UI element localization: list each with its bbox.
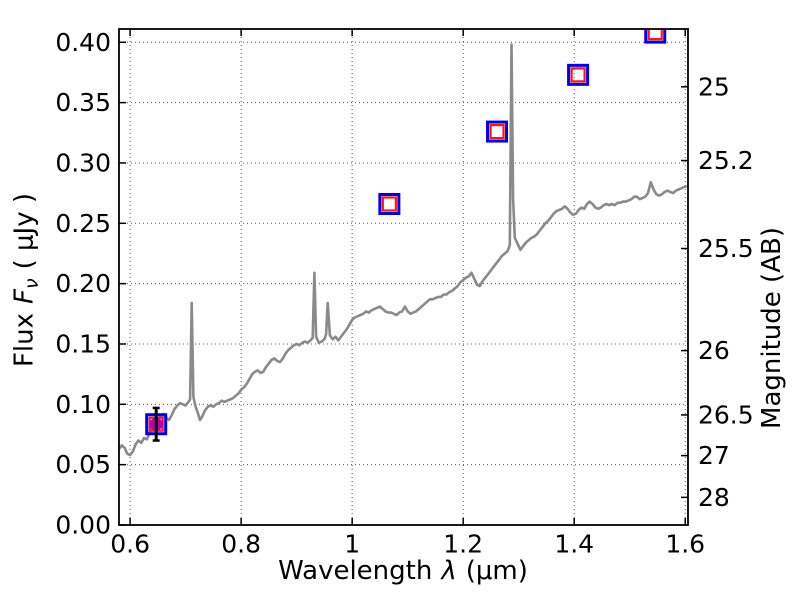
x-tick-label: 0.6 <box>110 529 150 558</box>
x-axis-label: Wavelength λ (μm) <box>278 556 528 586</box>
x-tick-label: 1.2 <box>443 529 483 558</box>
y-tick-label-left: 0.40 <box>55 28 111 57</box>
y-tick-label-right: 25 <box>698 72 730 101</box>
photometry-points <box>145 29 667 442</box>
tick-labels: 0.6 0.8 1 1.2 1.4 1.6 0.00 0.05 0.10 0.15 0.20 0.25… <box>55 28 753 559</box>
y-tick-label-right: 26.5 <box>698 400 754 429</box>
photometry-red-square <box>647 29 663 41</box>
photometry-blue-square <box>486 120 509 143</box>
axes-spines <box>118 28 689 526</box>
photometry-blue-square <box>378 192 401 215</box>
photometry-red-square <box>489 123 505 140</box>
tick-marks <box>119 29 688 526</box>
gridlines <box>119 29 688 526</box>
y-tick-label-right: 28 <box>698 483 730 512</box>
x-tick-label: 1.6 <box>665 529 705 558</box>
x-axis-label-unit: (μm) <box>465 556 528 586</box>
y-tick-label-left: 0.20 <box>55 269 111 298</box>
photometry-red-square <box>381 196 397 212</box>
x-axis-label-word: Wavelength <box>278 556 433 586</box>
y-tick-label-left: 0.00 <box>55 511 111 540</box>
y-tick-label-left: 0.05 <box>55 450 111 479</box>
x-tick-label: 0.8 <box>221 529 261 558</box>
y-axis-label-right: Magnitude (AB) <box>757 227 787 429</box>
y-tick-label-right: 25.5 <box>698 234 754 263</box>
photometry-blue-square <box>644 29 667 44</box>
y-tick-label-left: 0.25 <box>55 209 111 238</box>
x-tick-label: 1 <box>344 529 360 558</box>
y-tick-label-right: 26 <box>698 336 730 365</box>
y-tick-label-left: 0.35 <box>55 88 111 117</box>
y-axis-label-left: Flux Fν ( μJy ) <box>10 193 43 367</box>
y-axis-label-left-word: Flux <box>9 312 40 368</box>
y-axis-label-left-symbol: F <box>9 289 40 304</box>
photometry-blue-square <box>567 63 590 86</box>
y-tick-label-left: 0.30 <box>55 148 111 177</box>
y-tick-label-right: 25.2 <box>698 146 754 175</box>
y-axis-label-left-symbol-sub: ν <box>20 278 43 290</box>
x-axis-label-symbol: λ <box>441 556 457 586</box>
y-axis-label-left-unit: ( μJy ) <box>9 192 40 270</box>
spectrum-line <box>119 43 688 457</box>
y-tick-label-left: 0.15 <box>55 329 111 358</box>
y-tick-label-right: 27 <box>698 441 730 470</box>
x-tick-label: 1.4 <box>554 529 594 558</box>
y-tick-label-left: 0.10 <box>55 390 111 419</box>
photometry-red-square <box>570 67 586 83</box>
